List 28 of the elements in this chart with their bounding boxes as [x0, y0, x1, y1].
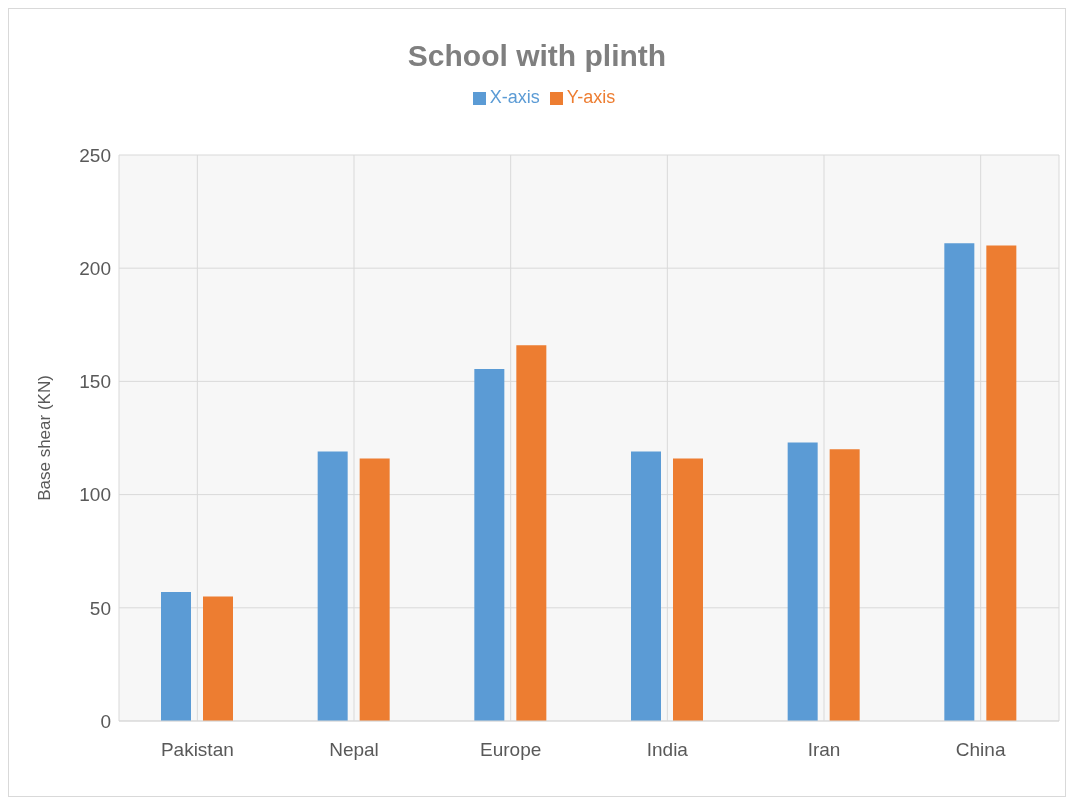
bar: [474, 368, 505, 721]
y-axis-title: Base shear (KN): [35, 375, 55, 501]
y-tick-label: 100: [79, 484, 111, 506]
bar: [359, 458, 390, 721]
y-tick-label: 250: [79, 144, 111, 166]
bar: [161, 591, 191, 721]
bar: [829, 449, 860, 721]
x-tick-label: Nepal: [329, 739, 379, 761]
x-tick-label: Pakistan: [160, 739, 234, 761]
y-tick-label: 200: [79, 257, 111, 279]
chart-title: School with plinth: [406, 39, 668, 73]
x-tick-label: Iran: [807, 739, 841, 761]
bar: [203, 596, 233, 721]
x-tick-label: China: [955, 739, 1006, 761]
y-tick-label: 0: [100, 710, 111, 732]
x-tick-label: Europe: [480, 739, 542, 761]
bar: [631, 451, 661, 721]
bar: [317, 451, 348, 721]
y-tick-label: 150: [79, 371, 111, 393]
bar: [673, 458, 703, 721]
bar: [944, 243, 975, 721]
y-tick-label: 50: [89, 597, 111, 619]
x-tick-label: India: [646, 739, 689, 761]
bar: [986, 245, 1017, 721]
legend-label: Y-axis: [566, 87, 616, 107]
legend-label: X-axis: [489, 87, 540, 107]
bar: [787, 442, 818, 721]
bar: [516, 345, 547, 721]
